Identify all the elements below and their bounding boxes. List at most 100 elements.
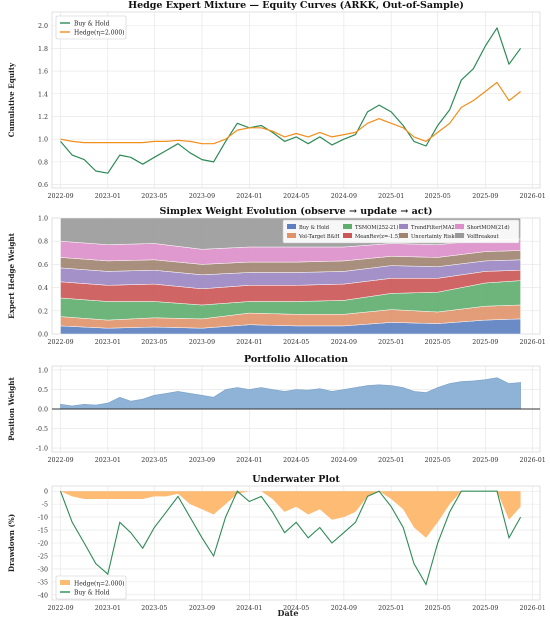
legend-label: TrendFilter(MA200)	[411, 224, 463, 231]
x-tick-label: 2025-01	[378, 605, 404, 612]
y-tick-label: -10	[38, 515, 48, 522]
legend-label: Buy & Hold	[74, 20, 110, 27]
x-tick-label: 2024-09	[331, 339, 357, 346]
hedge-drawdown-area	[60, 491, 521, 538]
x-tick-label: 2026-01	[520, 605, 546, 612]
x-tick-label: 2023-09	[189, 457, 215, 464]
y-tick-label: -40	[38, 592, 48, 599]
series-line-2	[60, 81, 521, 145]
y-tick-label: 1.0	[38, 216, 48, 223]
y-tick-label: -30	[38, 566, 48, 573]
x-tick-label: 2025-05	[425, 457, 451, 464]
panel-3: -1.0 -0.5 0.0 0.5 1.0 2022-09 2023-01 2023-05 20…	[7, 354, 546, 464]
panel-2: 0.0 0.2 0.4 0.6 0.8 1.0 2022-09 2023-01 2023-05 2…	[7, 206, 546, 346]
legend-label: Hedge(η=2.000)	[74, 29, 125, 36]
chart-title: Underwater Plot	[252, 474, 340, 485]
series-line-1	[60, 27, 522, 174]
y-tick-label: 1.0	[38, 137, 48, 144]
x-tick-label: 2023-09	[189, 193, 215, 200]
legend-label: Vol-Target B&H	[298, 234, 340, 240]
y-axis-label: Expert Hedge Weight	[7, 232, 16, 319]
x-tick-label: 2023-01	[95, 457, 121, 464]
y-tick-label: -0.5	[36, 426, 48, 433]
panel-1: 0.6 0.8 1.0 1.2 1.4 1.6 1.8 2.0 2022-09 2023-01 20…	[7, 0, 546, 200]
x-tick-label: 2023-05	[141, 605, 167, 612]
allocation-area	[60, 377, 521, 410]
x-tick-label: 2025-05	[425, 193, 451, 200]
y-tick-label: -35	[38, 579, 48, 586]
y-tick-label: 1.4	[38, 91, 48, 98]
legend-label: Uncertainty Risk-Off	[411, 234, 464, 240]
y-tick-label: 0.2	[38, 308, 48, 315]
chart-title: Portfolio Allocation	[244, 354, 348, 365]
y-tick-label: 0.5	[38, 387, 48, 394]
x-tick-label: 2024-09	[331, 605, 357, 612]
x-tick-label: 2022-09	[47, 457, 73, 464]
legend	[55, 15, 127, 40]
y-tick-label: 1.6	[38, 69, 48, 76]
y-tick-label: 0.8	[38, 239, 48, 246]
legend-swatch	[455, 224, 464, 229]
x-tick-label: 2023-01	[95, 605, 121, 612]
x-tick-label: 2024-05	[283, 605, 309, 612]
legend-swatch	[399, 233, 408, 238]
y-tick-label: 1.2	[38, 114, 48, 121]
y-axis-label: Cumulative Equity	[7, 62, 16, 137]
x-tick-label: 2026-01	[520, 457, 546, 464]
y-tick-label: 0	[44, 489, 48, 496]
x-tick-label: 2024-09	[331, 193, 357, 200]
x-tick-label: 2025-09	[472, 605, 498, 612]
legend	[55, 575, 127, 600]
y-tick-label: 0.0	[38, 332, 48, 339]
y-tick-label: 0.6	[38, 262, 48, 269]
y-tick-label: 0.8	[38, 159, 48, 166]
x-tick-label: 2025-05	[425, 339, 451, 346]
y-tick-label: 1.8	[38, 46, 48, 53]
legend-swatch	[343, 233, 352, 238]
x-tick-label: 2023-05	[141, 193, 167, 200]
x-tick-label: 2024-01	[236, 457, 262, 464]
x-tick-label: 2024-01	[236, 193, 262, 200]
legend-swatch	[343, 224, 352, 229]
legend-swatch	[399, 224, 408, 229]
x-tick-label: 2025-01	[378, 193, 404, 200]
x-tick-label: 2022-09	[47, 193, 73, 200]
x-tick-label: 2024-01	[236, 339, 262, 346]
chart-title: Hedge Expert Mixture — Equity Curves (AR…	[128, 0, 464, 11]
legend-label: Buy & Hold	[74, 589, 110, 596]
x-tick-label: 2025-09	[472, 457, 498, 464]
legend-label: MeanRev(z=-1.5)	[355, 233, 400, 240]
legend-swatch	[60, 580, 70, 585]
x-tick-label: 2026-01	[520, 193, 546, 200]
x-tick-label: 2024-05	[283, 193, 309, 200]
y-tick-label: 2.0	[38, 23, 48, 30]
x-tick-label: 2022-09	[47, 339, 73, 346]
legend-label: Hedge(η=2.000)	[74, 580, 125, 587]
y-tick-label: -25	[38, 553, 48, 560]
x-tick-label: 2025-01	[378, 457, 404, 464]
legend-swatch	[455, 233, 464, 238]
y-tick-label: 0.0	[38, 407, 48, 414]
y-tick-label: 0.6	[38, 182, 48, 189]
y-tick-label: -15	[38, 528, 48, 535]
x-tick-label: 2025-09	[472, 339, 498, 346]
x-tick-label: 2023-09	[189, 605, 215, 612]
y-tick-label: -1.0	[36, 446, 48, 453]
x-axis-label: Date	[278, 608, 299, 618]
y-axis-label: Drawdown (%)	[7, 514, 16, 572]
x-tick-label: 2025-01	[378, 339, 404, 346]
legend-swatch	[287, 224, 296, 229]
x-tick-label: 2023-05	[141, 457, 167, 464]
x-tick-label: 2025-09	[472, 193, 498, 200]
x-tick-label: 2022-09	[47, 605, 73, 612]
x-tick-label: 2024-01	[236, 605, 262, 612]
x-tick-label: 2023-05	[141, 339, 167, 346]
buyhold-drawdown-line	[59, 490, 522, 586]
legend-label: VolBreakout	[466, 234, 499, 240]
legend-label: TSMOM(252-21)	[355, 224, 398, 231]
x-tick-label: 2025-05	[425, 605, 451, 612]
x-tick-label: 2024-05	[283, 457, 309, 464]
chart-title: Simplex Weight Evolution (observe → upda…	[160, 206, 433, 217]
x-tick-label: 2023-01	[95, 339, 121, 346]
